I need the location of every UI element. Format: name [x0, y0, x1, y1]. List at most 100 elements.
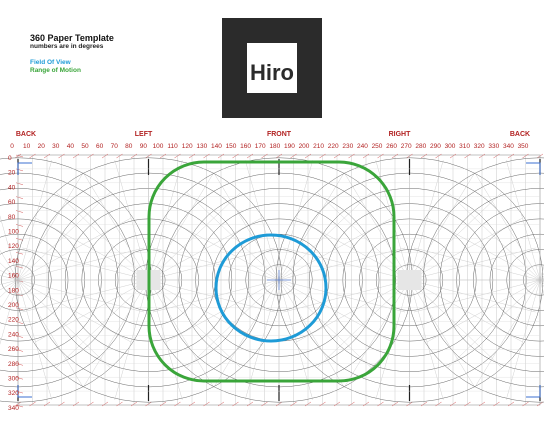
top-tick-label: 180	[269, 143, 280, 150]
left-tick-label: 140	[8, 258, 19, 265]
bubble-spoke	[296, 217, 410, 281]
bubble-spoke	[245, 160, 280, 281]
bubble-spoke	[148, 279, 275, 313]
left-edge-tick	[15, 251, 24, 255]
legend: Field Of View Range of Motion	[30, 59, 81, 75]
bubble-spoke	[296, 279, 410, 343]
bubble-spoke	[278, 247, 406, 281]
left-tick-label: 180	[8, 287, 19, 294]
top-tick-label: 110	[167, 143, 178, 150]
bubble-spoke	[0, 215, 19, 281]
left-tick-label: 280	[8, 361, 19, 368]
bubble-spoke	[17, 247, 145, 281]
top-tick-label: 320	[474, 143, 485, 150]
template-subtitle: numbers are in degrees	[30, 43, 104, 50]
hiro-marker-inner	[247, 43, 297, 93]
left-edge-tick	[15, 210, 24, 213]
left-tick-label: 320	[8, 390, 19, 397]
bubble-spoke	[409, 279, 536, 313]
direction-label: LEFT	[135, 131, 153, 138]
bubble-spoke	[17, 160, 52, 281]
field-of-view-outline	[214, 233, 328, 343]
top-tick-label: 170	[255, 143, 266, 150]
bubble-spoke	[213, 172, 280, 281]
corner-bracket	[17, 385, 32, 398]
left-edge-tick	[15, 293, 24, 297]
top-tick-label: 210	[313, 143, 324, 150]
top-tick-label: 40	[67, 143, 75, 150]
left-edge-tick	[15, 335, 24, 338]
left-tick-label: 80	[8, 214, 16, 221]
left-edge-tick	[15, 182, 24, 186]
bubble-spoke	[0, 279, 19, 310]
template-header: 360 Paper Template numbers are in degree…	[30, 33, 114, 51]
left-edge-tick	[15, 349, 24, 352]
bubble-spoke	[426, 217, 541, 281]
bubble-spoke	[186, 192, 280, 281]
direction-label: BACK	[510, 131, 530, 138]
top-tick-label: 30	[52, 143, 60, 150]
bubble-spoke	[278, 279, 406, 313]
left-tick-label: 260	[8, 346, 19, 353]
bubble-spoke	[148, 192, 241, 281]
bubble-spoke	[114, 279, 149, 400]
left-tick-label: 40	[8, 184, 16, 191]
left-tick-label: 0	[8, 155, 12, 162]
bubble-spoke	[83, 172, 149, 281]
top-tick-label: 280	[415, 143, 426, 150]
bubble-spoke	[409, 247, 536, 281]
top-tick-label: 330	[488, 143, 499, 150]
left-edge-tick	[15, 265, 24, 269]
top-tick-label: 50	[81, 143, 89, 150]
bubble-spoke	[148, 279, 183, 400]
top-tick-label: 70	[111, 143, 119, 150]
left-edge-tick	[15, 404, 24, 408]
bubble-spoke	[283, 279, 410, 313]
hiro-marker-label: Hiro	[250, 60, 294, 85]
left-tick-label: 220	[8, 317, 19, 324]
bubble-spoke	[17, 192, 111, 281]
top-tick-label: 130	[196, 143, 207, 150]
direction-label: FRONT	[267, 131, 292, 138]
top-tick-label: 290	[430, 143, 441, 150]
left-tick-label: 240	[8, 331, 19, 338]
bubble-spoke	[148, 160, 183, 281]
bubble-spoke	[409, 279, 444, 400]
bubble-spoke	[278, 160, 313, 281]
bubble-spoke	[0, 279, 19, 298]
top-tick-label: 310	[459, 143, 470, 150]
top-tick-label: 240	[357, 143, 368, 150]
top-tick-label: 120	[182, 143, 193, 150]
top-tick-label: 200	[299, 143, 310, 150]
template-title: 360 Paper Template	[30, 33, 114, 43]
hiro-marker: Hiro	[222, 18, 322, 118]
bubble-spoke	[409, 192, 502, 281]
bubble-spoke	[35, 279, 149, 343]
bubble-spoke	[344, 172, 410, 281]
left-edge-tick	[15, 390, 24, 394]
bubble-spoke	[474, 279, 541, 388]
bubble-spoke	[413, 247, 541, 281]
top-tick-label: 0	[10, 143, 14, 150]
bubble-spoke	[344, 279, 410, 388]
bubble-spoke	[35, 217, 149, 281]
bubble-spoke	[0, 250, 19, 281]
bubble-spoke	[22, 279, 149, 313]
top-tick-label: 80	[125, 143, 133, 150]
bubble-spoke	[447, 192, 541, 281]
legend-range-of-motion: Range of Motion	[30, 67, 81, 74]
bubble-spoke	[474, 172, 541, 281]
left-tick-label: 120	[8, 243, 19, 250]
bubble-spoke	[165, 217, 280, 281]
left-tick-label: 100	[8, 229, 19, 236]
direction-label: RIGHT	[389, 131, 412, 138]
left-edge-tick	[15, 224, 24, 227]
top-tick-label: 20	[38, 143, 46, 150]
range-of-motion-outline	[147, 160, 396, 383]
bubble-spoke	[83, 279, 149, 388]
bubble-spoke	[17, 279, 111, 368]
left-edge-tick	[15, 168, 24, 172]
bubble-spoke	[278, 279, 372, 368]
left-edge-tick	[15, 154, 24, 158]
